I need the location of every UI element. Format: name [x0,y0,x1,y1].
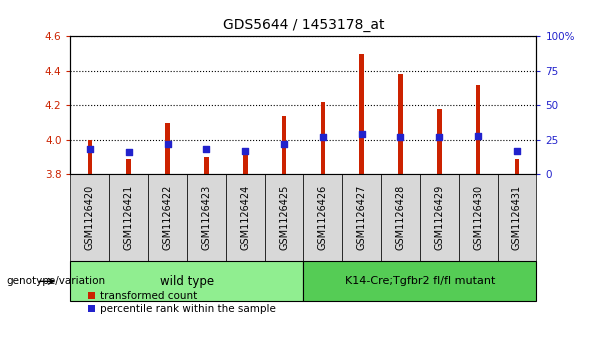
Bar [282,116,286,174]
Point [357,131,367,137]
Text: GSM1126420: GSM1126420 [85,185,95,250]
Bar [166,123,170,174]
Text: K14-Cre;Tgfbr2 fl/fl mutant: K14-Cre;Tgfbr2 fl/fl mutant [345,276,495,286]
Text: genotype/variation: genotype/variation [6,276,105,286]
Bar [359,54,364,174]
Legend: transformed count, percentile rank within the sample: transformed count, percentile rank withi… [88,291,276,314]
Point [279,141,289,147]
Bar [265,174,303,261]
Bar [126,159,131,174]
Bar [321,102,325,174]
Bar [70,261,303,301]
Bar [342,174,381,261]
Bar [70,174,109,261]
Bar [243,154,248,174]
Point [202,147,211,152]
Bar [226,174,265,261]
Text: GSM1126425: GSM1126425 [279,185,289,250]
Bar [187,174,226,261]
Text: GSM1126426: GSM1126426 [318,185,328,250]
Text: GSM1126430: GSM1126430 [473,185,483,250]
Point [318,134,328,140]
Text: GSM1126424: GSM1126424 [240,185,250,250]
Bar [498,174,536,261]
Text: wild type: wild type [160,275,214,288]
Bar [381,174,420,261]
Bar [437,109,441,174]
Title: GDS5644 / 1453178_at: GDS5644 / 1453178_at [223,19,384,33]
Text: GSM1126423: GSM1126423 [202,185,211,250]
Bar [303,261,536,301]
Text: GSM1126427: GSM1126427 [357,185,367,250]
Text: GSM1126428: GSM1126428 [395,185,405,250]
Point [512,148,522,154]
Text: GSM1126429: GSM1126429 [435,185,444,250]
Point [124,149,134,155]
Bar [88,140,92,174]
Point [240,148,250,154]
Point [435,134,444,140]
Point [85,147,95,152]
Point [395,134,405,140]
Point [473,133,483,139]
Text: GSM1126422: GSM1126422 [162,185,172,250]
Bar [204,157,208,174]
Bar [476,85,481,174]
Text: GSM1126431: GSM1126431 [512,185,522,250]
Bar [303,174,342,261]
Bar [109,174,148,261]
Bar [420,174,459,261]
Bar [398,74,403,174]
Bar [459,174,498,261]
Bar [515,159,519,174]
Bar [148,174,187,261]
Text: GSM1126421: GSM1126421 [124,185,134,250]
Point [162,141,172,147]
